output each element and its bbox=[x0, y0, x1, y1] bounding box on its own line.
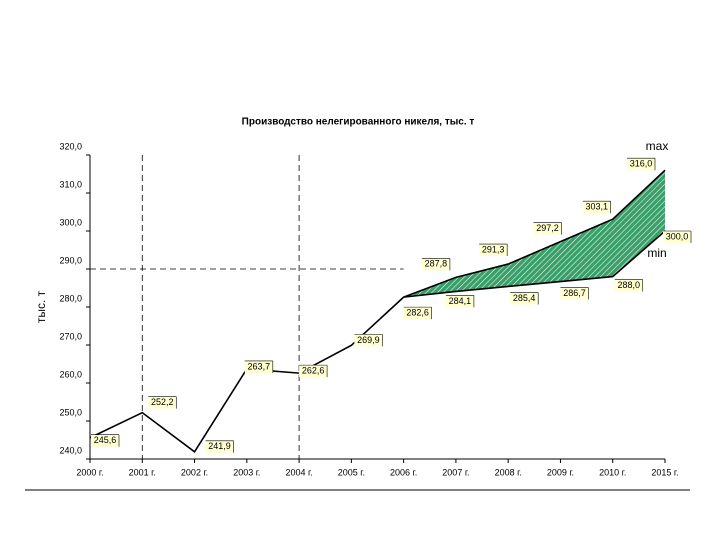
data-label-bg bbox=[403, 307, 432, 320]
chart-title: Производство нелегированного никеля, тыс… bbox=[242, 117, 475, 128]
y-axis-label: тыс. т bbox=[34, 290, 48, 323]
data-label: 282,6 bbox=[406, 307, 429, 317]
x-tick-label: 2002 г. bbox=[181, 467, 208, 477]
data-label: 288,0 bbox=[617, 280, 640, 290]
data-label-bg bbox=[627, 158, 655, 171]
data-label-bg bbox=[614, 279, 643, 292]
x-tick-label: 2004 г. bbox=[285, 467, 312, 477]
x-tick-label: 2006 г. bbox=[390, 467, 417, 477]
x-tick-label: 2015 г. bbox=[651, 467, 678, 477]
data-label: 285,4 bbox=[513, 293, 536, 303]
y-tick-label: 260,0 bbox=[59, 369, 82, 379]
data-label-bg bbox=[582, 201, 611, 214]
data-label-bg bbox=[421, 258, 450, 271]
annotation: min bbox=[647, 246, 666, 260]
y-tick-label: 320,0 bbox=[59, 141, 82, 151]
data-label-bg bbox=[354, 334, 383, 347]
data-label-bg bbox=[299, 365, 328, 378]
y-tick-label: 310,0 bbox=[59, 179, 82, 189]
data-label: 241,9 bbox=[208, 441, 231, 451]
y-tick-label: 270,0 bbox=[59, 331, 82, 341]
data-label-bg bbox=[510, 292, 539, 305]
line-series bbox=[89, 296, 405, 453]
y-tick-label: 280,0 bbox=[59, 293, 82, 303]
data-label: 300,0 bbox=[666, 231, 689, 241]
data-label: 303,1 bbox=[585, 202, 608, 212]
data-label-bg bbox=[91, 434, 119, 447]
x-tick-label: 2005 г. bbox=[338, 467, 365, 477]
data-label: 252,2 bbox=[151, 397, 174, 407]
data-label: 245,6 bbox=[94, 435, 117, 445]
data-label-bg bbox=[663, 231, 691, 243]
line-series bbox=[403, 169, 666, 298]
data-label: 287,8 bbox=[425, 259, 448, 269]
x-tick-label: 2003 г. bbox=[233, 467, 260, 477]
data-label-bg bbox=[148, 396, 177, 409]
data-label-bg bbox=[479, 244, 508, 257]
x-tick-label: 2007 г. bbox=[442, 467, 469, 477]
y-tick-label: 250,0 bbox=[59, 407, 82, 417]
x-tick-label: 2000 г. bbox=[76, 467, 103, 477]
x-tick-label: 2010 г. bbox=[599, 467, 626, 477]
data-label: 316,0 bbox=[630, 159, 653, 169]
annotation: max bbox=[646, 139, 669, 153]
data-label-bg bbox=[205, 440, 234, 453]
line-series bbox=[403, 230, 666, 298]
x-tick-label: 2008 г. bbox=[495, 467, 522, 477]
data-label: 269,9 bbox=[357, 335, 380, 345]
data-label-bg bbox=[533, 222, 562, 235]
data-label-bg bbox=[445, 295, 474, 308]
data-label: 263,7 bbox=[248, 361, 271, 371]
forecast-band bbox=[403, 170, 665, 298]
data-label: 297,2 bbox=[536, 223, 559, 233]
data-label-bg bbox=[560, 287, 589, 300]
data-label: 291,3 bbox=[482, 244, 505, 254]
data-label-bg bbox=[244, 360, 273, 373]
y-tick-label: 290,0 bbox=[59, 255, 82, 265]
data-label: 286,7 bbox=[563, 288, 586, 298]
y-tick-label: 300,0 bbox=[59, 217, 82, 227]
data-label: 284,1 bbox=[449, 296, 472, 306]
x-tick-label: 2001 г. bbox=[129, 467, 156, 477]
y-tick-label: 240,0 bbox=[59, 445, 82, 455]
data-label: 262,6 bbox=[302, 365, 325, 375]
x-tick-label: 2009 г. bbox=[547, 467, 574, 477]
